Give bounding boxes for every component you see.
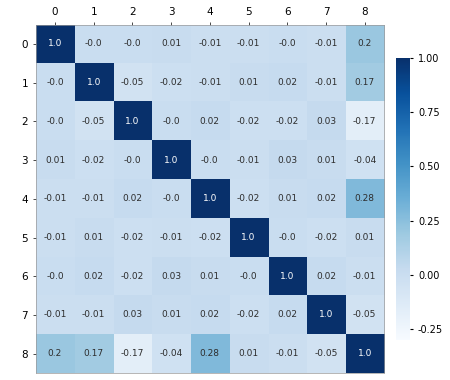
Text: 0.01: 0.01 bbox=[277, 194, 297, 203]
Text: -0.0: -0.0 bbox=[46, 78, 64, 87]
Text: -0.01: -0.01 bbox=[314, 78, 338, 87]
Text: -0.0: -0.0 bbox=[162, 117, 180, 126]
Text: -0.01: -0.01 bbox=[237, 155, 260, 165]
Text: 1.0: 1.0 bbox=[48, 40, 62, 48]
Text: -0.0: -0.0 bbox=[201, 155, 219, 165]
Text: 1.0: 1.0 bbox=[241, 233, 256, 242]
Text: -0.17: -0.17 bbox=[353, 117, 376, 126]
Text: 0.17: 0.17 bbox=[84, 349, 104, 358]
Text: 1.0: 1.0 bbox=[125, 117, 140, 126]
Text: -0.01: -0.01 bbox=[43, 233, 67, 242]
Text: -0.02: -0.02 bbox=[121, 233, 144, 242]
Text: -0.0: -0.0 bbox=[124, 155, 141, 165]
Text: 1.0: 1.0 bbox=[86, 78, 101, 87]
Text: 1.0: 1.0 bbox=[358, 349, 372, 358]
Text: -0.02: -0.02 bbox=[237, 194, 260, 203]
Text: -0.01: -0.01 bbox=[353, 272, 376, 281]
Text: -0.0: -0.0 bbox=[279, 40, 296, 48]
Text: -0.02: -0.02 bbox=[237, 310, 260, 320]
Text: 0.01: 0.01 bbox=[316, 155, 336, 165]
Text: 1.0: 1.0 bbox=[202, 194, 217, 203]
Text: 0.28: 0.28 bbox=[355, 194, 375, 203]
Text: -0.02: -0.02 bbox=[121, 272, 144, 281]
Text: -0.02: -0.02 bbox=[276, 117, 299, 126]
Text: -0.0: -0.0 bbox=[240, 272, 257, 281]
Text: 0.2: 0.2 bbox=[48, 349, 62, 358]
Text: 0.03: 0.03 bbox=[316, 117, 336, 126]
Text: -0.01: -0.01 bbox=[43, 310, 67, 320]
Text: 0.01: 0.01 bbox=[45, 155, 65, 165]
Text: 0.01: 0.01 bbox=[84, 233, 104, 242]
Text: -0.02: -0.02 bbox=[315, 233, 338, 242]
Text: -0.0: -0.0 bbox=[279, 233, 296, 242]
Text: 1.0: 1.0 bbox=[164, 155, 178, 165]
Text: -0.02: -0.02 bbox=[159, 78, 183, 87]
Text: -0.0: -0.0 bbox=[124, 40, 141, 48]
Text: 1.0: 1.0 bbox=[280, 272, 294, 281]
Text: -0.17: -0.17 bbox=[121, 349, 144, 358]
Text: 0.01: 0.01 bbox=[355, 233, 375, 242]
Text: -0.04: -0.04 bbox=[159, 349, 183, 358]
Text: -0.04: -0.04 bbox=[353, 155, 376, 165]
Text: 0.02: 0.02 bbox=[200, 117, 220, 126]
Text: 0.2: 0.2 bbox=[358, 40, 372, 48]
Text: 0.03: 0.03 bbox=[161, 272, 181, 281]
Text: -0.05: -0.05 bbox=[121, 78, 144, 87]
Text: -0.01: -0.01 bbox=[237, 40, 260, 48]
Text: -0.05: -0.05 bbox=[82, 117, 105, 126]
Text: 0.02: 0.02 bbox=[122, 194, 142, 203]
Text: -0.0: -0.0 bbox=[46, 272, 64, 281]
Text: -0.01: -0.01 bbox=[198, 78, 221, 87]
Text: -0.05: -0.05 bbox=[353, 310, 376, 320]
Text: -0.0: -0.0 bbox=[46, 117, 64, 126]
Text: 0.17: 0.17 bbox=[355, 78, 375, 87]
Text: -0.01: -0.01 bbox=[82, 310, 105, 320]
Text: -0.01: -0.01 bbox=[159, 233, 183, 242]
Text: -0.01: -0.01 bbox=[198, 40, 221, 48]
Text: 0.28: 0.28 bbox=[200, 349, 220, 358]
Text: -0.02: -0.02 bbox=[198, 233, 221, 242]
Text: -0.01: -0.01 bbox=[43, 194, 67, 203]
Text: -0.05: -0.05 bbox=[314, 349, 338, 358]
Text: 0.02: 0.02 bbox=[316, 272, 336, 281]
Text: 0.02: 0.02 bbox=[277, 78, 297, 87]
Text: 0.01: 0.01 bbox=[238, 78, 259, 87]
Text: 0.02: 0.02 bbox=[200, 310, 220, 320]
Text: -0.01: -0.01 bbox=[314, 40, 338, 48]
Text: 1.0: 1.0 bbox=[319, 310, 333, 320]
Text: 0.03: 0.03 bbox=[122, 310, 143, 320]
Text: 0.03: 0.03 bbox=[277, 155, 297, 165]
Text: -0.02: -0.02 bbox=[82, 155, 105, 165]
Text: 0.02: 0.02 bbox=[277, 310, 297, 320]
Text: -0.02: -0.02 bbox=[237, 117, 260, 126]
Text: 0.02: 0.02 bbox=[316, 194, 336, 203]
Text: -0.0: -0.0 bbox=[85, 40, 103, 48]
Text: 0.01: 0.01 bbox=[238, 349, 259, 358]
Text: 0.02: 0.02 bbox=[84, 272, 104, 281]
Text: 0.01: 0.01 bbox=[161, 40, 181, 48]
Text: -0.0: -0.0 bbox=[162, 194, 180, 203]
Text: 0.01: 0.01 bbox=[200, 272, 220, 281]
Text: -0.01: -0.01 bbox=[82, 194, 105, 203]
Text: 0.01: 0.01 bbox=[161, 310, 181, 320]
Text: -0.01: -0.01 bbox=[275, 349, 299, 358]
